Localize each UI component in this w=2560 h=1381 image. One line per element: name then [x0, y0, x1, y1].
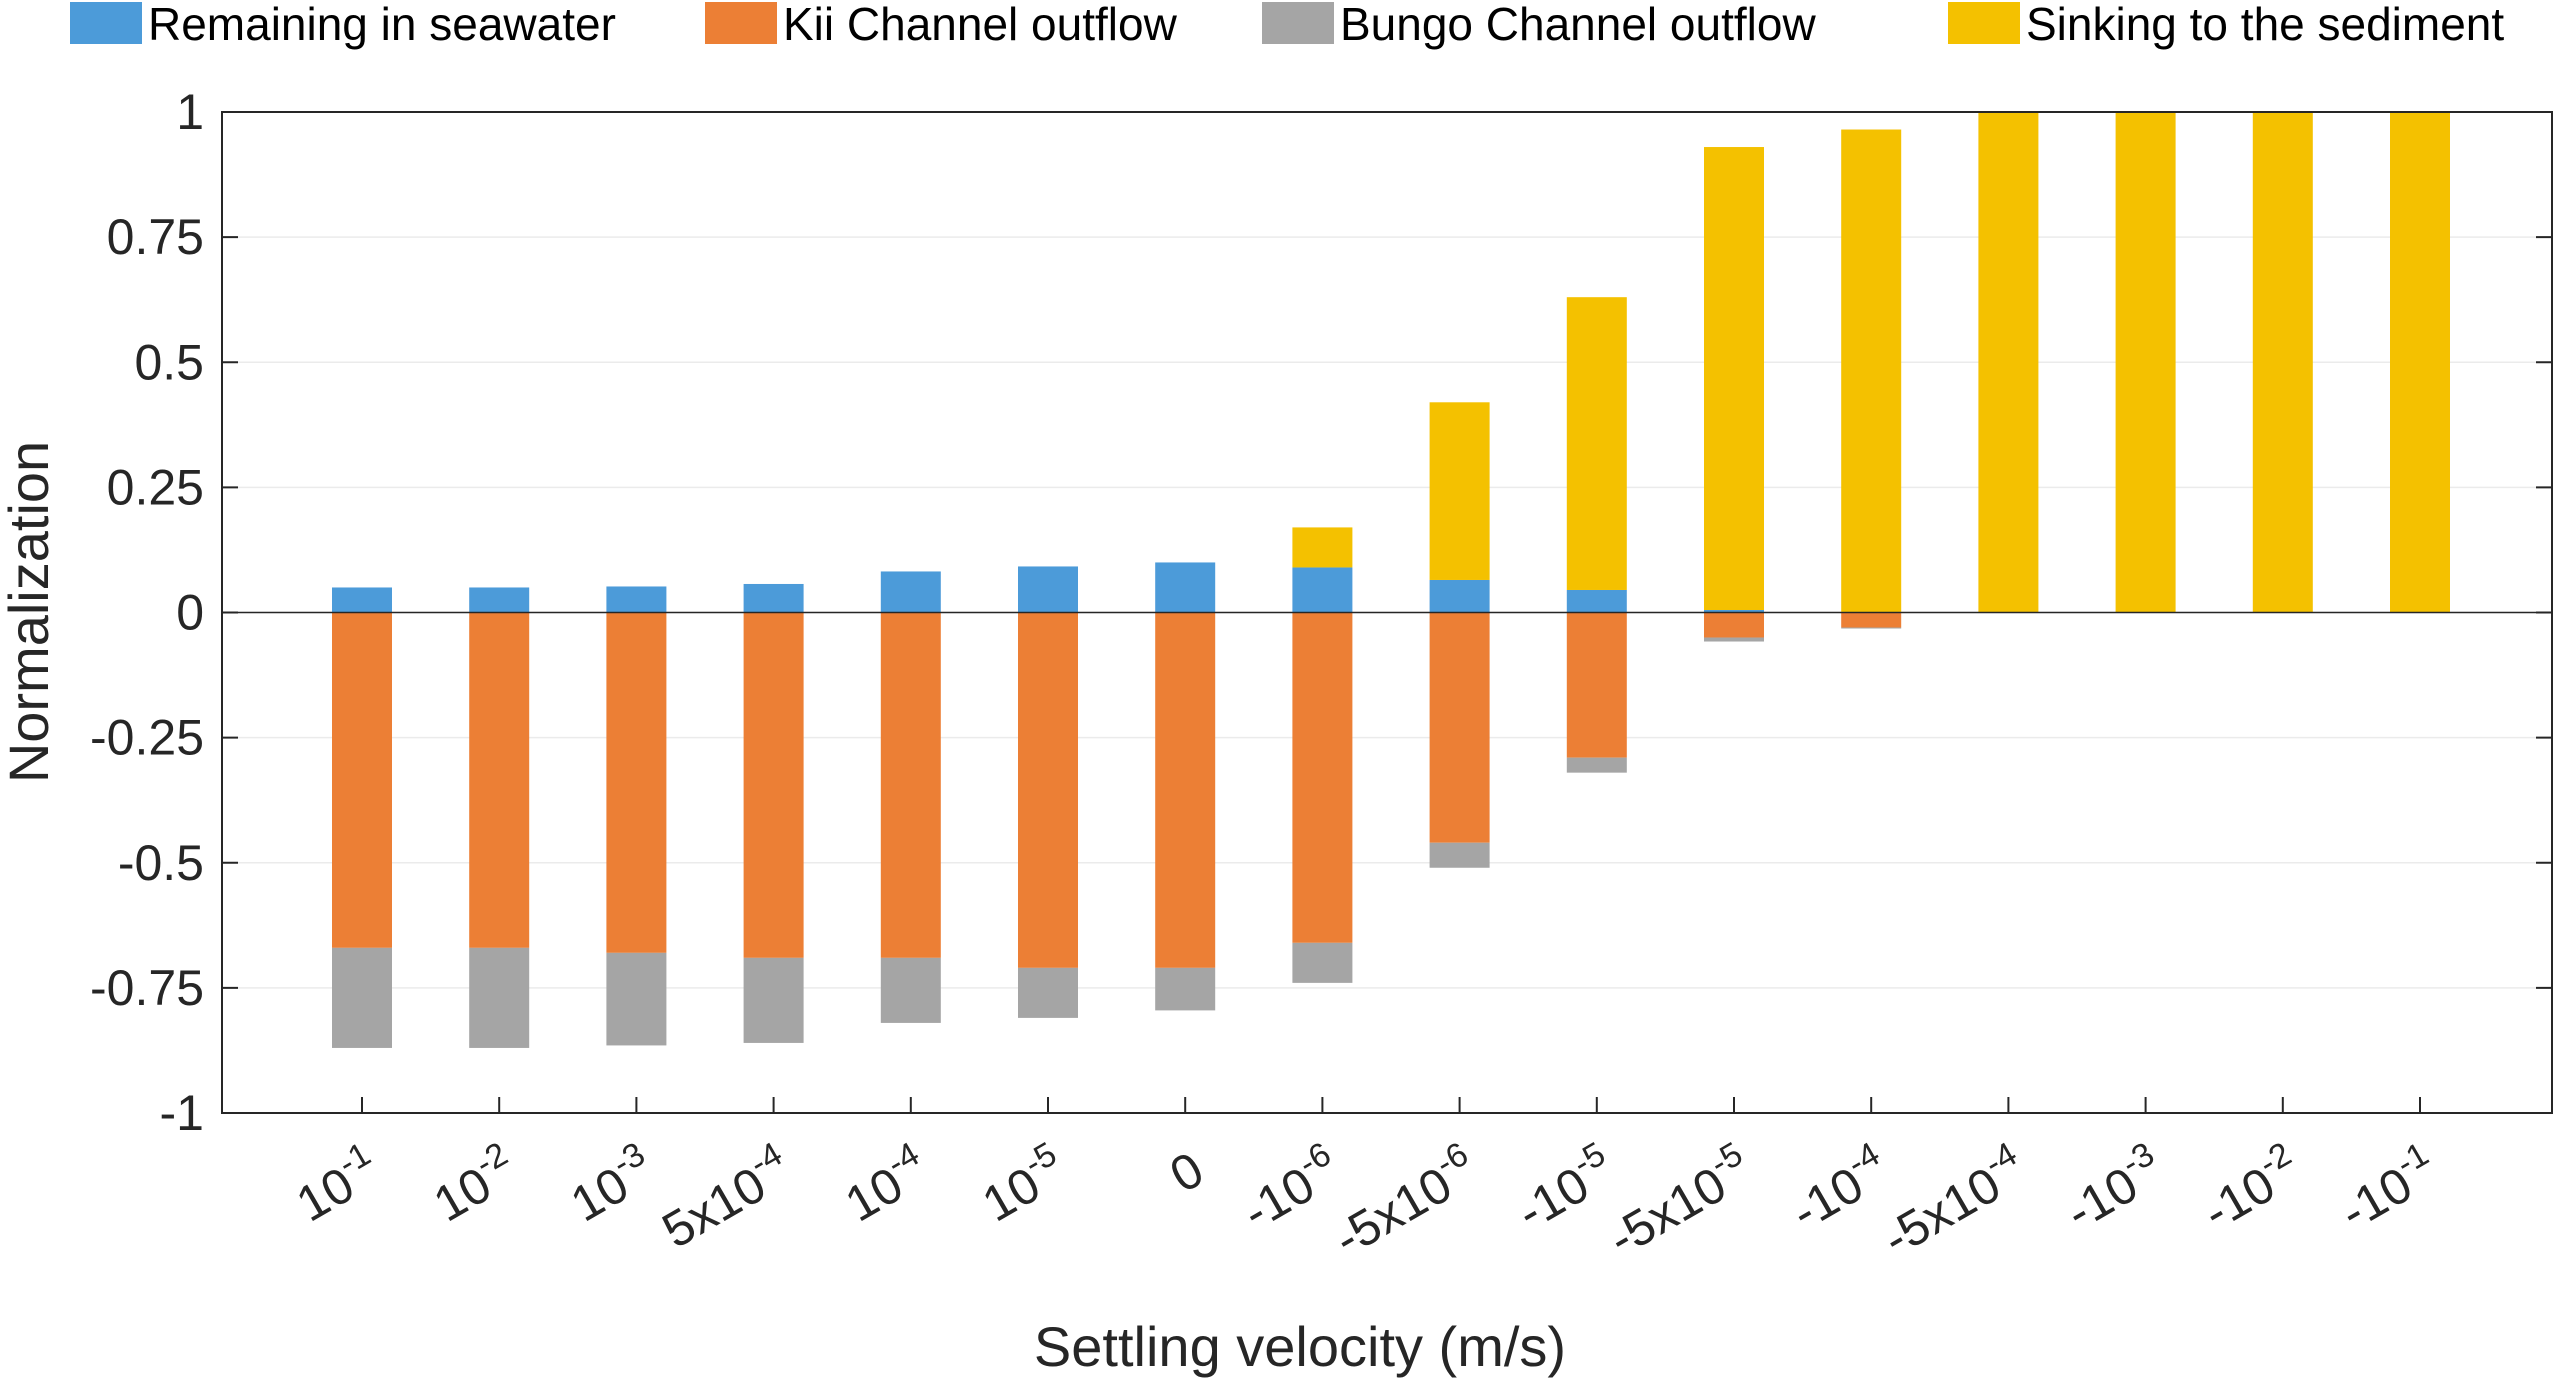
- x-axis-ticks: 10-1 10-2 10-3 5x10-4 10-4 10-5 0 -10-6-5x10-6-…: [284, 1097, 2447, 1267]
- x-tick-label: -5x10-6: [1321, 1135, 1487, 1267]
- bar-segment: [1978, 112, 2039, 613]
- bar-segment: [1704, 612, 1764, 638]
- bar-segment: [1018, 566, 1078, 613]
- legend-label: Bungo Channel outflow: [1340, 0, 1816, 50]
- x-tick-label: 10-5: [970, 1135, 1076, 1232]
- legend-item: Bungo Channel outflow: [1262, 0, 1816, 50]
- bar-segment: [1841, 129, 1902, 613]
- bars: [332, 112, 2450, 1048]
- bar-segment: [1704, 637, 1764, 642]
- legend-swatch: [705, 2, 777, 44]
- y-tick-label: -1: [160, 1085, 204, 1141]
- x-tick-label: -5x10-4: [1870, 1135, 2036, 1267]
- y-tick-label: 0.75: [107, 209, 204, 265]
- bar-segment: [1566, 589, 1627, 613]
- legend: Remaining in seawater Kii Channel outflow…: [70, 0, 2504, 50]
- x-tick-label: -5x10-5: [1595, 1135, 1761, 1267]
- bar-segment: [606, 586, 667, 613]
- legend-item: Remaining in seawater: [70, 0, 616, 50]
- y-axis-label: Normalization: [0, 441, 60, 783]
- bar-segment: [1566, 757, 1627, 773]
- bar-segment: [1018, 967, 1078, 1018]
- legend-label: Kii Channel outflow: [783, 0, 1178, 50]
- x-tick-label: 10-2: [421, 1135, 527, 1232]
- y-tick-label: 0.25: [107, 459, 204, 515]
- y-tick-label: -0.5: [118, 835, 204, 891]
- x-tick-label: 10-4: [832, 1135, 938, 1232]
- legend-swatch: [70, 2, 142, 44]
- x-tick-label: -10-2: [2190, 1135, 2310, 1241]
- x-tick-label: 10-3: [558, 1135, 664, 1232]
- y-tick-label: -0.25: [90, 710, 204, 766]
- x-tick-label: 10-1: [284, 1135, 390, 1232]
- bar-segment: [1841, 612, 1902, 628]
- y-tick-label: 1: [176, 84, 204, 140]
- bar-segment: [1704, 609, 1764, 613]
- bar-segment: [880, 957, 941, 1023]
- x-tick-label: -10-1: [2327, 1135, 2447, 1241]
- bar-segment: [1429, 612, 1490, 843]
- x-tick-label: 5x10-4: [650, 1135, 802, 1259]
- bar-segment: [880, 612, 941, 958]
- bar-segment: [1155, 612, 1216, 968]
- x-axis-label: Settling velocity (m/s): [1034, 1315, 1566, 1378]
- bar-segment: [880, 571, 941, 613]
- bar-segment: [1429, 402, 1490, 580]
- bar-segment: [1841, 627, 1902, 629]
- bar-segment: [743, 612, 804, 958]
- plot-frame: [221, 111, 2553, 1114]
- y-axis-ticks: 1 0.75 0.5 0.25 0 -0.25 -0.5 -0.75 -1: [90, 84, 2552, 1141]
- legend-swatch: [1262, 2, 1334, 44]
- bar-segment: [1429, 579, 1490, 613]
- y-tick-label: -0.75: [90, 960, 204, 1016]
- bar-segment: [1155, 562, 1216, 613]
- bar-segment: [743, 583, 804, 613]
- legend-label: Sinking to the sediment: [2026, 0, 2504, 50]
- x-tick-label: -10-3: [2053, 1135, 2173, 1241]
- x-tick-label: 0: [1161, 1141, 1213, 1203]
- bar-segment: [2115, 112, 2176, 613]
- bar-segment: [1292, 612, 1353, 943]
- bar-segment: [332, 612, 392, 948]
- bar-segment: [332, 947, 392, 1048]
- y-tick-label: 0.5: [134, 334, 204, 390]
- bar-segment: [469, 947, 530, 1048]
- bar-segment: [1292, 567, 1353, 613]
- legend-swatch: [1948, 2, 2020, 44]
- bar-segment: [606, 612, 667, 953]
- bar-segment: [1704, 147, 1764, 610]
- bar-segment: [332, 587, 392, 613]
- bar-segment: [1292, 942, 1353, 983]
- bar-segment: [2252, 112, 2313, 613]
- bar-segment: [606, 952, 667, 1046]
- legend-item: Sinking to the sediment: [1948, 0, 2504, 50]
- bar-segment: [469, 612, 530, 948]
- bar-segment: [1429, 842, 1490, 868]
- bar-segment: [1018, 612, 1078, 968]
- bar-segment: [743, 957, 804, 1043]
- bar-segment: [1566, 297, 1627, 590]
- bar-segment: [469, 587, 530, 613]
- bar-segment: [2390, 112, 2450, 613]
- bar-segment: [1155, 967, 1216, 1011]
- y-tick-label: 0: [176, 585, 204, 641]
- legend-item: Kii Channel outflow: [705, 0, 1178, 50]
- legend-label: Remaining in seawater: [148, 0, 616, 50]
- bar-segment: [1566, 612, 1627, 758]
- bar-segment: [1292, 527, 1353, 568]
